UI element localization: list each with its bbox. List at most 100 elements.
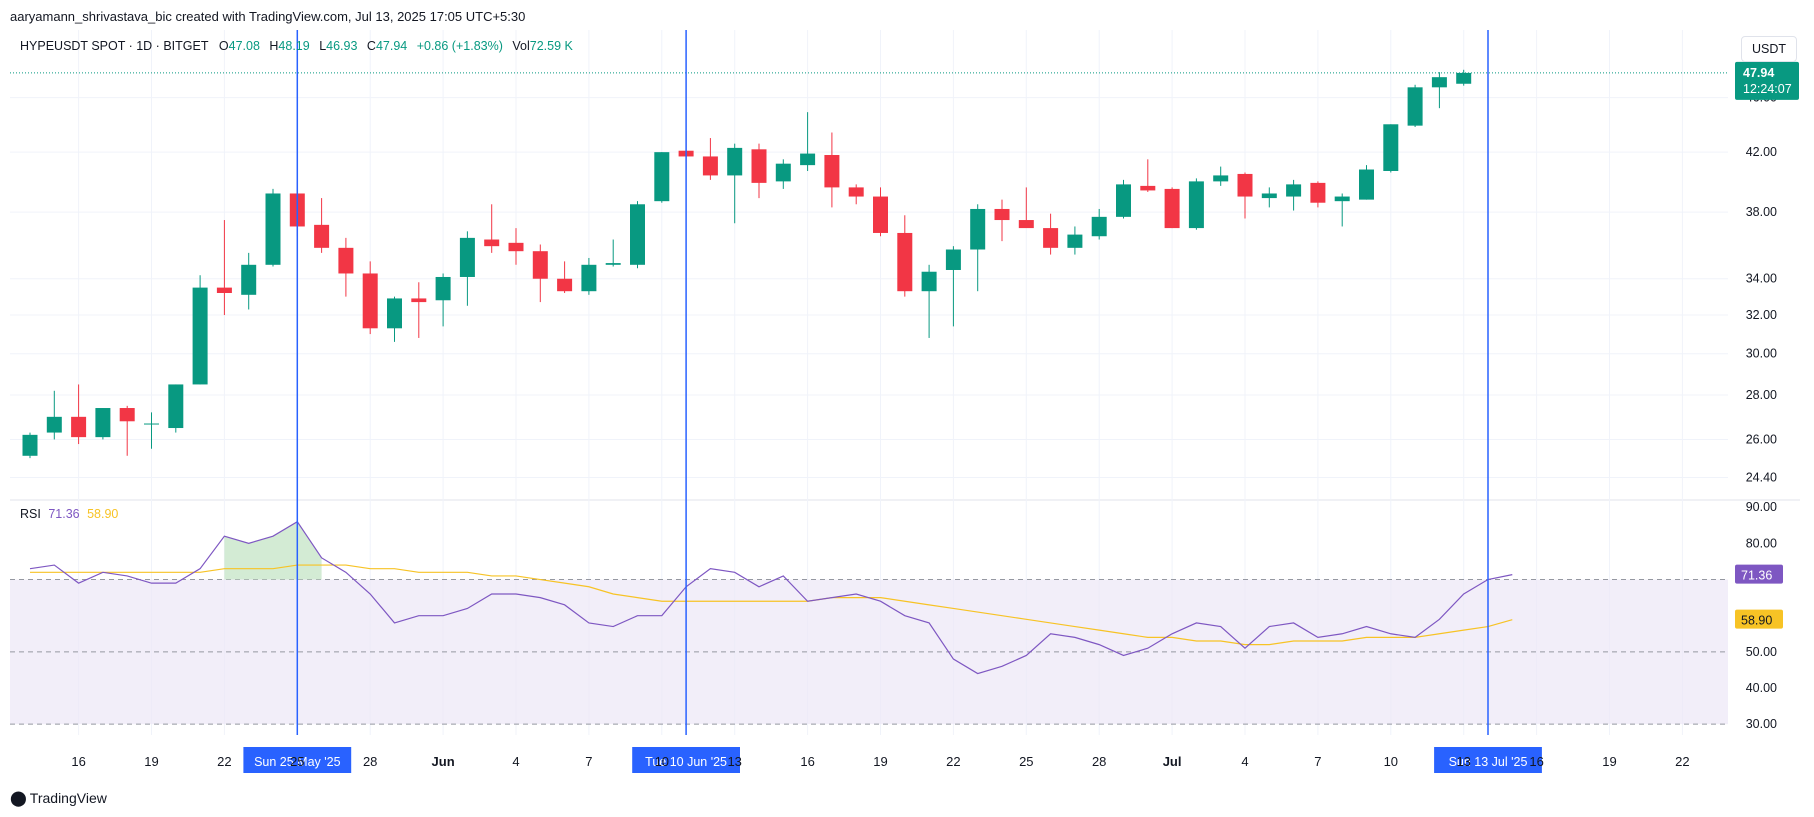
candle	[46, 390, 62, 440]
candle-body	[800, 153, 816, 166]
candle	[1140, 159, 1156, 192]
candle-body	[1043, 228, 1059, 248]
rsi-y-tick-label: 30.00	[1746, 717, 1777, 731]
tradingview-brand: TradingView	[29, 790, 107, 806]
candle	[654, 152, 670, 203]
candle-body	[22, 434, 38, 456]
rsi-band	[10, 579, 1728, 725]
candle	[727, 143, 743, 224]
candle-body	[1334, 196, 1350, 202]
candle	[119, 405, 135, 456]
x-tick-label: 13	[1456, 754, 1470, 769]
candle	[1334, 193, 1350, 227]
candle-body	[654, 152, 670, 202]
candle-body	[994, 208, 1010, 221]
last-price-text: 47.94	[1743, 66, 1774, 80]
candle-body	[508, 242, 524, 252]
chart-legend: HYPEUSDT SPOT · 1D · BITGET O47.08 H48.1…	[20, 39, 579, 53]
candle-body	[168, 384, 184, 429]
candle	[314, 198, 330, 253]
highlight-date-box	[243, 747, 352, 773]
candle	[338, 237, 354, 297]
candle	[1383, 124, 1399, 173]
candle-body	[945, 249, 961, 270]
candle	[557, 261, 573, 294]
x-tick-label: 28	[1092, 754, 1106, 769]
candle-body	[1237, 173, 1253, 197]
candle	[1237, 172, 1253, 219]
x-tick-label: 7	[1314, 754, 1321, 769]
rsi-ma-line	[30, 564, 1513, 646]
x-tick-label: 16	[800, 754, 814, 769]
candle	[71, 384, 87, 445]
axes: 16 19 22 25 28 Jun 4 7 10 13 16 19 22 25 28 Jul 4 7 10 13 16…	[71, 61, 1799, 769]
y-tick-label: 32.00	[1746, 308, 1777, 322]
x-tick-label: 19	[144, 754, 158, 769]
candle-body	[144, 423, 159, 425]
rsi-overbought-fill	[224, 521, 322, 580]
candle-body	[1286, 184, 1302, 197]
candle	[921, 264, 937, 338]
highlight-lines: Sun 25 May '25 Tue 10 Jun '25 Sun 13 Jul '…	[243, 30, 1542, 773]
candle-body	[387, 298, 402, 329]
candle-body	[921, 271, 937, 292]
candle-body	[727, 147, 743, 176]
x-tick-label: 25	[290, 754, 304, 769]
candle	[994, 199, 1010, 242]
candle-body	[1310, 182, 1326, 203]
highlight-date-label: Sun 25 May '25	[254, 755, 341, 769]
candle-body	[1456, 72, 1472, 84]
x-tick-label: 10	[655, 754, 669, 769]
candle	[1116, 179, 1131, 219]
candle	[605, 239, 621, 267]
candle-body	[435, 276, 451, 301]
highlight-date-label: Tue 10 Jun '25	[645, 755, 727, 769]
legend-high-label: H	[269, 39, 279, 53]
candle-body	[265, 193, 281, 265]
candle	[1407, 84, 1423, 128]
candle-body	[824, 155, 840, 188]
tradingview-logo[interactable]: ⬤ TradingView	[10, 789, 107, 807]
rsi-line	[29, 520, 1513, 675]
candle-body	[702, 156, 718, 176]
candle	[168, 384, 184, 433]
candle-body	[484, 239, 500, 247]
candle	[702, 138, 718, 180]
candle	[1018, 187, 1034, 229]
candle-body	[1067, 234, 1083, 248]
y-tick-label: 42.00	[1746, 145, 1777, 159]
candle-body	[119, 408, 135, 422]
currency-selector[interactable]: USDT	[1741, 36, 1797, 62]
rsi-y-tick-label: 90.00	[1746, 500, 1777, 514]
candle-body	[95, 408, 111, 438]
countdown-text: 12:24:07	[1743, 82, 1792, 96]
candle	[1188, 178, 1204, 230]
candle	[435, 273, 451, 327]
legend-change: +0.86 (+1.83%)	[416, 39, 503, 53]
candle-body	[338, 247, 354, 274]
x-tick-label: 28	[363, 754, 377, 769]
candle	[144, 412, 159, 449]
highlight-date-box	[1434, 747, 1542, 773]
y-tick-label: 24.40	[1746, 470, 1777, 484]
candle	[192, 275, 208, 385]
rsi-value-badge-text: 71.36	[1741, 569, 1772, 583]
candle	[581, 257, 597, 295]
candle	[216, 220, 232, 316]
chart-credit: aaryamann_shrivastava_bic created with T…	[10, 9, 526, 24]
candle-body	[605, 263, 621, 265]
candle-body	[970, 208, 986, 250]
legend-volume-value: 72.59 K	[529, 39, 573, 53]
candle-body	[411, 298, 427, 303]
x-tick-label: 7	[585, 754, 592, 769]
candle	[411, 282, 427, 338]
candle	[1261, 187, 1277, 208]
x-tick-label: 16	[1529, 754, 1543, 769]
candle-body	[557, 278, 573, 292]
y-tick-label: 26.00	[1746, 432, 1777, 446]
rsi-y-tick-label: 50.00	[1746, 645, 1777, 659]
candle	[484, 204, 500, 253]
x-tick-label: 4	[512, 754, 519, 769]
x-tick-label: Jul	[1163, 754, 1182, 769]
